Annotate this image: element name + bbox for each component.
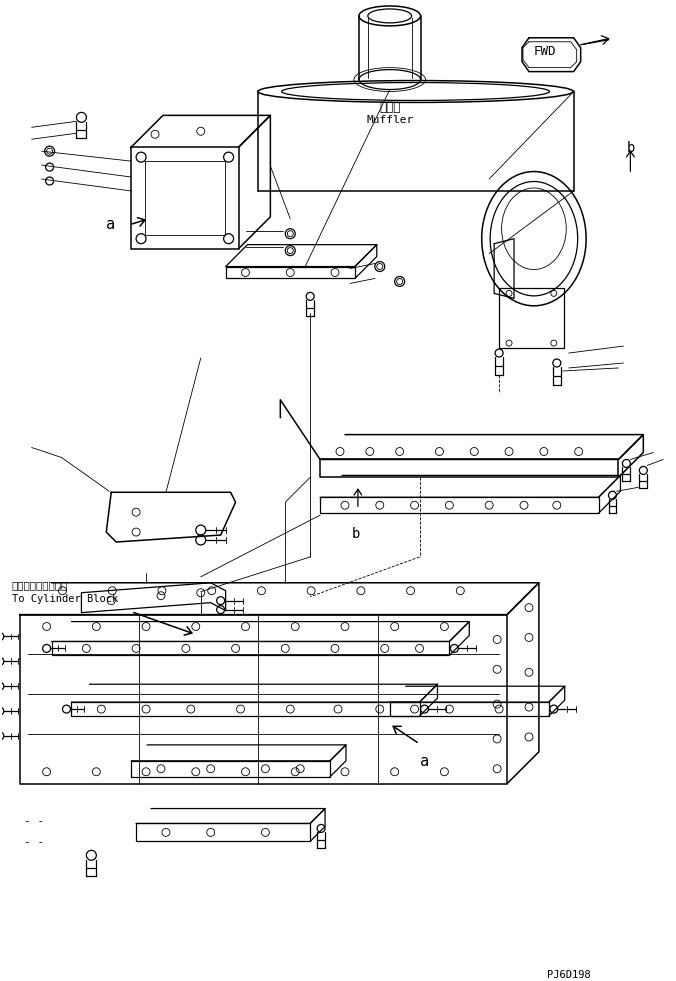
Text: FWD: FWD (534, 45, 556, 58)
Text: - -: - - (24, 838, 44, 848)
Text: PJ6D198: PJ6D198 (547, 969, 591, 980)
Text: a: a (106, 217, 116, 232)
Text: - -: - - (24, 815, 44, 825)
Text: b: b (627, 141, 635, 155)
Text: シリンダブロックへ: シリンダブロックへ (11, 580, 68, 590)
Text: a: a (420, 753, 429, 769)
Text: マフラ: マフラ (379, 101, 400, 115)
Text: Muffler: Muffler (366, 116, 413, 126)
Text: b: b (352, 527, 360, 542)
Text: To Cylinder Block: To Cylinder Block (11, 594, 118, 603)
